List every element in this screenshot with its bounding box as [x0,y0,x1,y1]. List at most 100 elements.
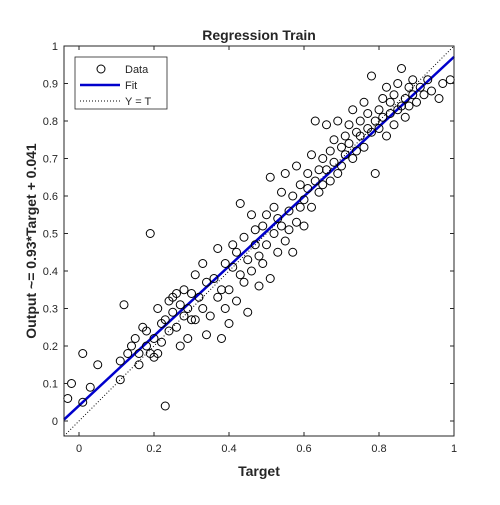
data-point [202,330,211,340]
data-point [235,199,245,208]
data-point [209,274,219,283]
x-tick-label: 0.4 [221,443,236,455]
y-axis-label: Output ~= 0.93*Target + 0.041 [23,143,39,339]
data-point [385,109,395,118]
chart-title: Regression Train [202,27,316,43]
data-point [269,202,279,212]
data-point [314,187,324,197]
data-point [292,217,301,227]
data-point [228,262,238,272]
data-point [175,300,185,310]
data-point [393,79,403,88]
data-point [202,277,211,287]
data-point [434,94,444,103]
legend-data-marker [96,64,106,74]
data-point [273,247,283,257]
data-point [423,75,433,85]
data-point [363,109,373,118]
data-point [228,240,238,250]
data-point [322,120,331,130]
data-point [183,304,193,313]
data-point [224,319,234,328]
x-tick-label: 0.8 [371,443,386,455]
data-point [213,292,223,302]
data-point [164,326,174,336]
data-point [258,259,268,268]
data-point [179,285,189,295]
y-tick-label: 0.8 [43,116,58,128]
data-point [299,195,309,205]
y-tick-label: 0.7 [43,154,58,166]
data-point [284,206,294,216]
data-point [400,94,410,103]
data-point [310,116,320,126]
data-point [295,202,305,212]
data-point [78,397,88,407]
data-point [404,101,414,111]
data-point [340,150,350,160]
data-point [348,154,358,163]
data-point [367,127,376,137]
data-point [130,334,140,343]
data-point [220,259,230,268]
data-point [160,401,170,411]
data-points-layer [63,64,455,411]
x-tick-label: 0.2 [146,443,161,455]
data-point [232,296,241,306]
data-point [93,360,103,370]
data-point [378,94,388,103]
data-point [344,120,354,130]
data-point [190,315,200,325]
y-tick-label: 0.5 [43,229,58,241]
data-point [374,124,384,133]
data-point [123,349,133,358]
data-point [419,90,429,100]
data-point [239,232,249,242]
data-point [235,270,245,280]
data-point [258,221,268,231]
data-point [157,337,166,347]
data-point [333,169,343,178]
data-point [382,82,391,92]
data-point [134,349,144,358]
y-tick-label: 0 [52,416,58,428]
data-point [78,349,88,358]
data-point [344,139,354,148]
y-tick-label: 0.9 [43,79,58,91]
data-point [119,300,129,310]
data-point [299,221,309,231]
data-point [172,289,181,298]
data-point [172,322,181,332]
data-point [179,311,189,321]
data-point [397,64,406,73]
data-point [288,247,298,257]
x-tick-label: 0 [76,443,82,455]
data-point [389,90,399,100]
data-point [134,360,144,370]
data-point [370,116,380,126]
x-tick-label: 0.6 [296,443,311,455]
data-point [194,292,204,302]
data-point [190,270,200,280]
identity-line-layer [63,45,455,437]
data-point [404,82,414,92]
data-point [160,315,170,325]
data-point [115,356,125,366]
data-point [247,266,256,276]
data-point [307,150,316,160]
data-point [247,210,256,220]
data-point [408,90,418,100]
data-point [382,131,391,141]
data-point [243,255,253,265]
data-point [254,281,264,291]
data-point [385,97,395,107]
data-point [262,210,271,220]
data-point [277,221,286,231]
data-point [329,135,339,145]
x-axis-label: Target [238,463,280,479]
data-point [400,112,410,122]
data-point [198,304,208,313]
data-point [370,169,380,178]
data-point [325,176,335,186]
y-tick-label: 1 [52,41,58,53]
